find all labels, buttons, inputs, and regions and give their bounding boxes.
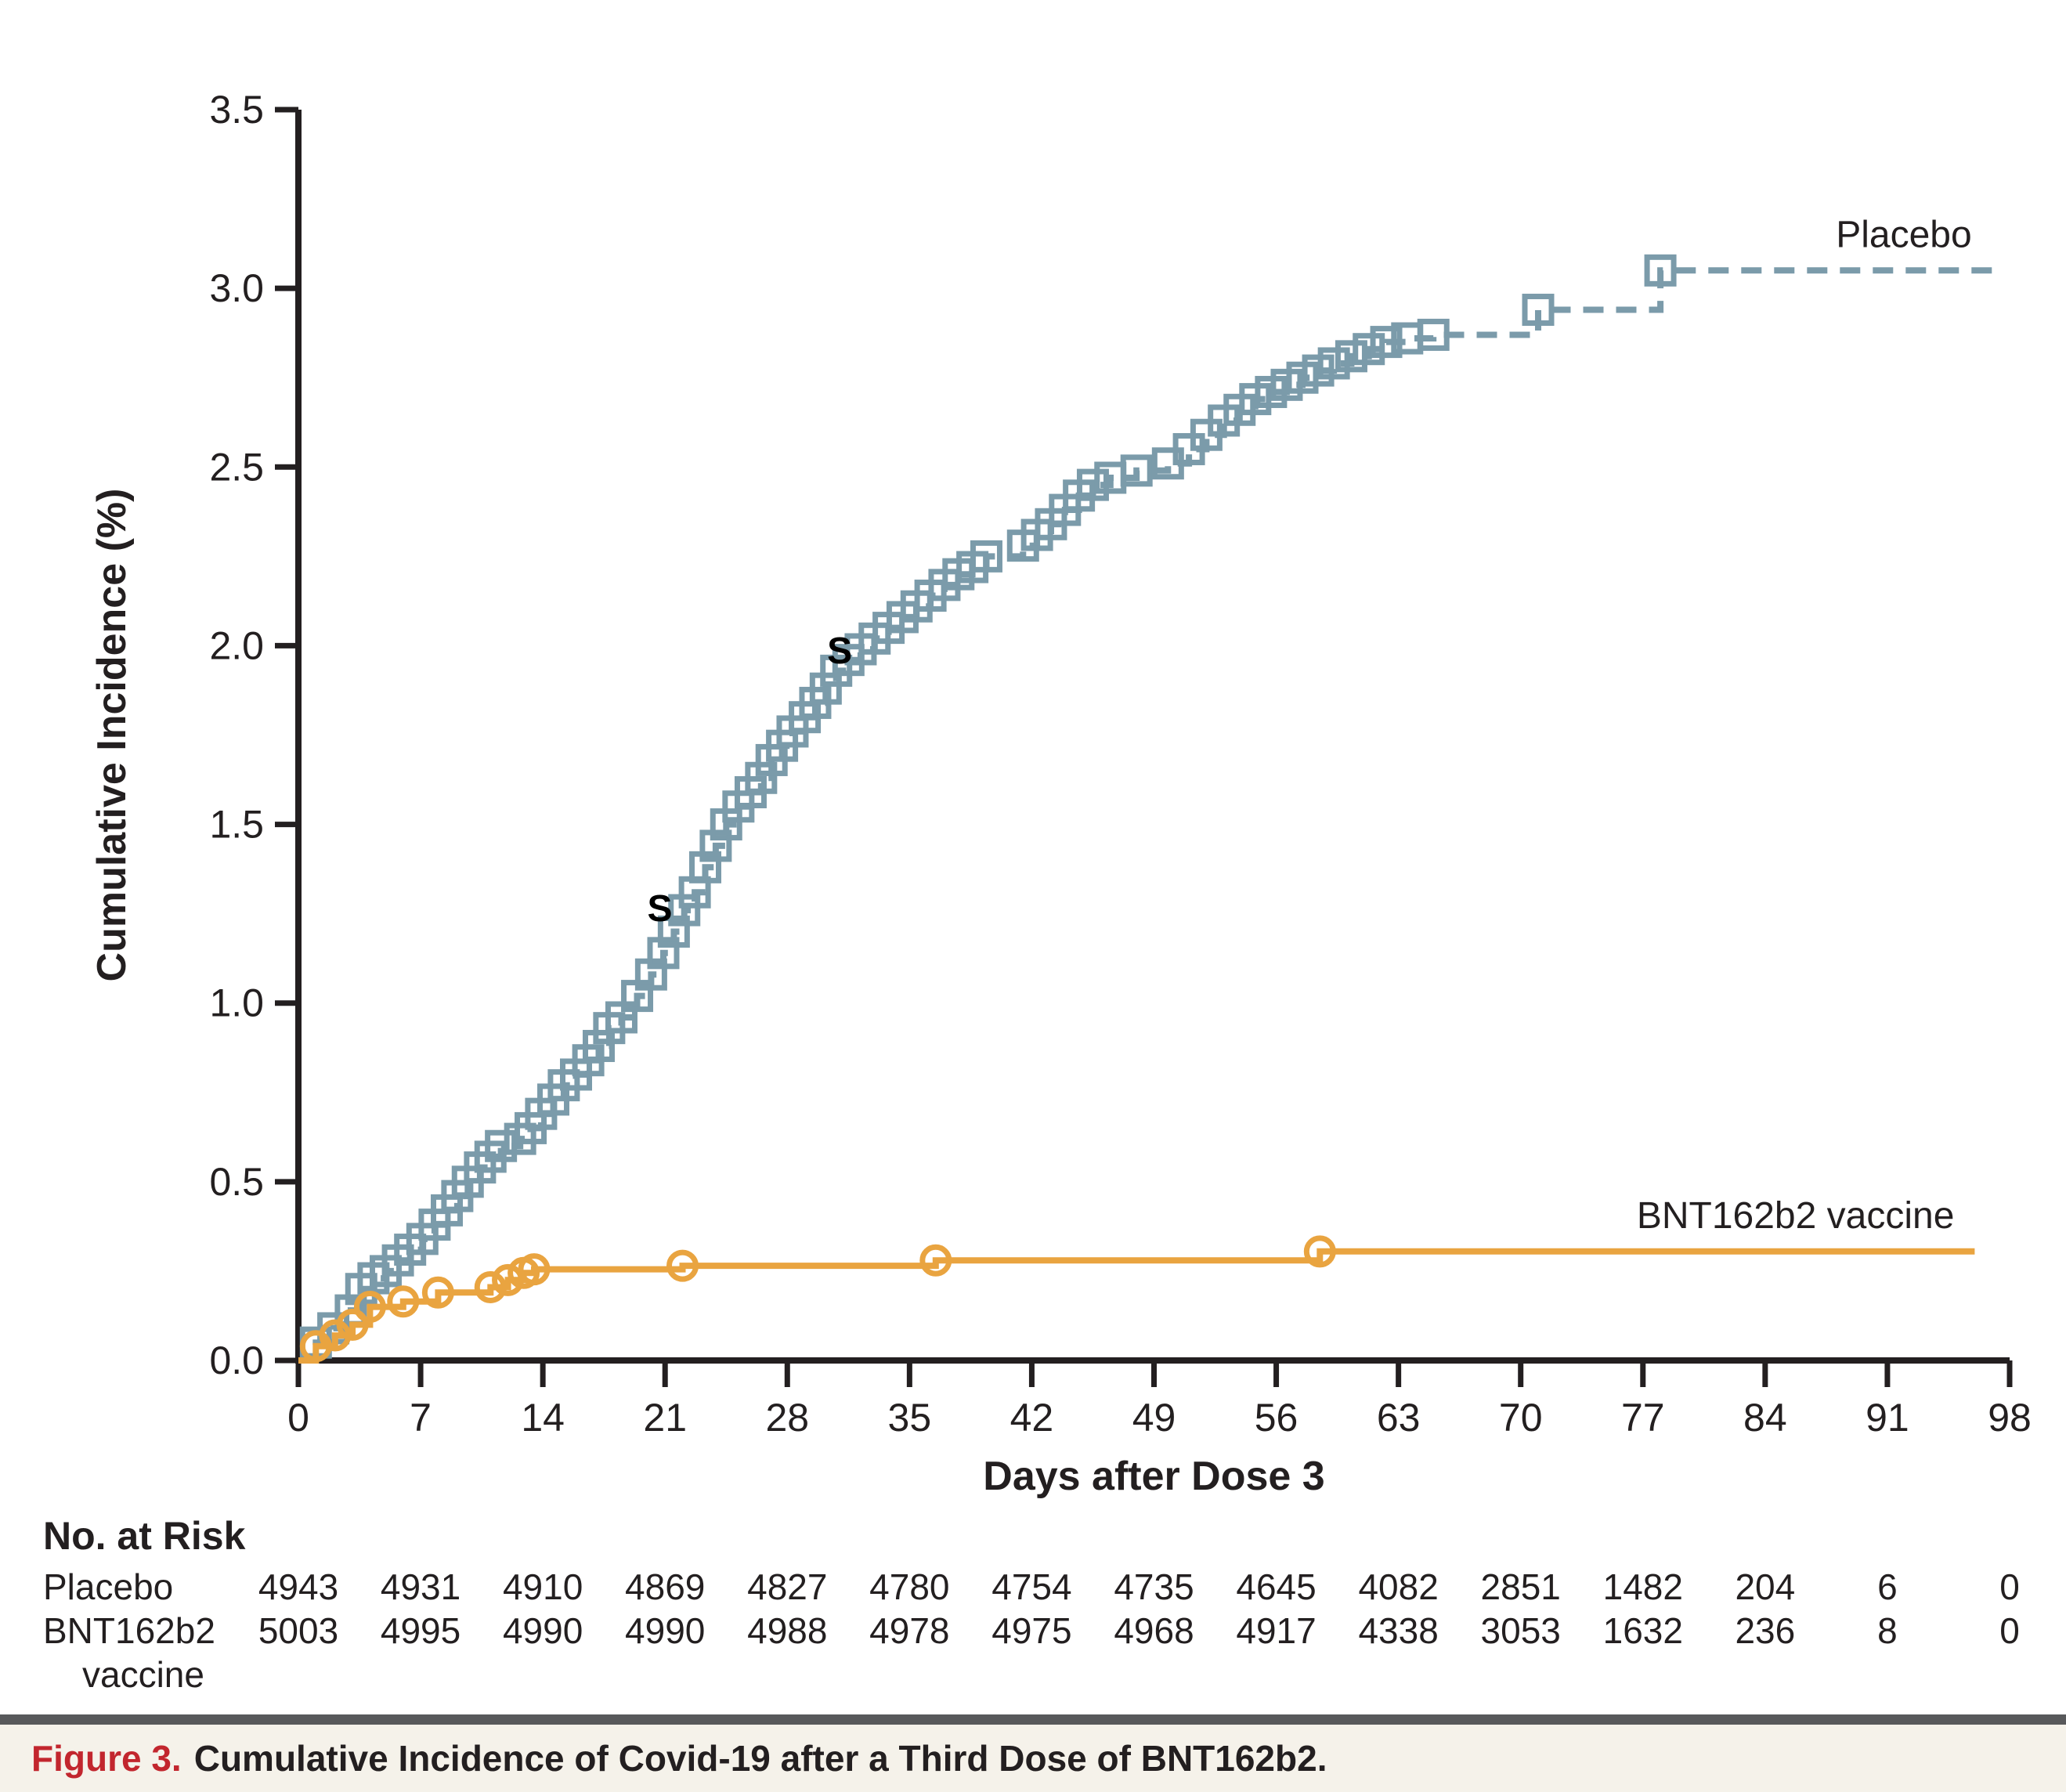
risk-value: 4869 (625, 1566, 705, 1607)
risk-row-label: Placebo (43, 1566, 173, 1607)
placebo-marker (668, 894, 701, 927)
x-tick-label: 77 (1621, 1396, 1665, 1440)
risk-value: 4988 (747, 1610, 827, 1651)
risk-value: 6 (1877, 1566, 1898, 1607)
placebo-series-label: Placebo (1836, 214, 1971, 255)
placebo-marker (657, 915, 690, 948)
risk-value: 1482 (1603, 1566, 1683, 1607)
y-axis-title: Cumulative Incidence (%) (89, 489, 135, 982)
placebo-marker (1644, 254, 1677, 287)
placebo-marker (1353, 333, 1385, 366)
placebo-marker (582, 1029, 615, 1062)
severe-case-annotation: S (827, 630, 852, 672)
figure-caption: Figure 3. Cumulative Incidence of Covid-1… (0, 1740, 1327, 1776)
vaccine-marker (387, 1285, 420, 1318)
risk-row-label: BNT162b2 (43, 1610, 215, 1651)
risk-value: 4978 (869, 1610, 949, 1651)
placebo-marker (1522, 294, 1555, 327)
risk-value: 236 (1735, 1610, 1795, 1651)
x-tick-label: 56 (1255, 1396, 1298, 1440)
risk-value: 1632 (1603, 1610, 1683, 1651)
y-tick-label: 3.0 (209, 266, 264, 310)
risk-value: 4975 (991, 1610, 1071, 1651)
risk-value: 0 (1999, 1566, 2020, 1607)
figure-caption-label: Figure 3. (31, 1738, 182, 1779)
placebo-marker (1417, 318, 1450, 351)
placebo-marker (485, 1129, 518, 1162)
vaccine-marker (474, 1270, 507, 1303)
x-tick-label: 42 (1010, 1396, 1054, 1440)
risk-value: 4931 (381, 1566, 461, 1607)
x-tick-label: 14 (521, 1396, 565, 1440)
placebo-marker (1120, 454, 1153, 487)
x-tick-label: 35 (888, 1396, 932, 1440)
y-tick-label: 0.0 (209, 1339, 264, 1382)
placebo-marker (1076, 468, 1109, 501)
risk-value: 204 (1735, 1566, 1795, 1607)
vaccine-marker (492, 1263, 525, 1296)
placebo-marker (1317, 347, 1350, 380)
vaccine-marker (421, 1276, 454, 1309)
y-tick-label: 1.5 (209, 803, 264, 847)
x-tick-label: 63 (1377, 1396, 1421, 1440)
placebo-marker (1370, 326, 1403, 359)
risk-value: 4917 (1236, 1610, 1316, 1651)
x-tick-label: 84 (1743, 1396, 1787, 1440)
vaccine-marker (666, 1249, 699, 1282)
risk-value: 2851 (1481, 1566, 1561, 1607)
risk-value: 0 (1999, 1610, 2020, 1651)
placebo-marker (688, 851, 721, 883)
placebo-marker (809, 672, 842, 705)
risk-value: 4943 (258, 1566, 338, 1607)
x-tick-label: 7 (410, 1396, 432, 1440)
risk-value: 4338 (1358, 1610, 1438, 1651)
risk-table-title: No. at Risk (43, 1514, 246, 1558)
risk-row-label2: vaccine (82, 1654, 204, 1695)
y-tick-label: 2.5 (209, 445, 264, 489)
risk-value: 4780 (869, 1566, 949, 1607)
risk-value: 5003 (258, 1610, 338, 1651)
risk-value: 4995 (381, 1610, 461, 1651)
x-tick-label: 98 (1988, 1396, 2032, 1440)
risk-value: 4735 (1114, 1566, 1194, 1607)
vaccine-marker (336, 1308, 369, 1341)
y-tick-label: 2.0 (209, 623, 264, 667)
risk-value: 4968 (1114, 1610, 1194, 1651)
caption-band: Figure 3. Cumulative Incidence of Covid-1… (0, 1725, 2066, 1792)
severe-case-annotation: S (648, 888, 673, 930)
caption-divider-rule (0, 1714, 2066, 1725)
vaccine-marker (518, 1253, 551, 1286)
x-tick-label: 0 (287, 1396, 309, 1440)
vaccine-marker (919, 1244, 952, 1277)
risk-value: 4910 (503, 1566, 583, 1607)
risk-value: 4990 (625, 1610, 705, 1651)
y-tick-label: 1.0 (209, 981, 264, 1025)
risk-value: 4827 (747, 1566, 827, 1607)
x-tick-label: 91 (1866, 1396, 1909, 1440)
placebo-marker (1335, 340, 1367, 373)
x-tick-label: 49 (1132, 1396, 1176, 1440)
x-tick-label: 21 (643, 1396, 687, 1440)
risk-value: 4645 (1236, 1566, 1316, 1607)
x-tick-label: 70 (1499, 1396, 1543, 1440)
risk-value: 4082 (1358, 1566, 1438, 1607)
risk-value: 8 (1877, 1610, 1898, 1651)
risk-value: 3053 (1481, 1610, 1561, 1651)
vaccine-series-label: BNT162b2 vaccine (1637, 1195, 1955, 1237)
vaccine-marker (1303, 1235, 1336, 1268)
placebo-marker (745, 761, 778, 794)
placebo-marker (970, 540, 1002, 573)
x-tick-label: 28 (765, 1396, 809, 1440)
figure-caption-text: Cumulative Incidence of Covid-19 after a… (193, 1738, 1327, 1779)
risk-value: 4754 (991, 1566, 1071, 1607)
placebo-marker (647, 937, 680, 970)
risk-value: 4990 (503, 1610, 583, 1651)
vaccine-marker (353, 1291, 386, 1324)
x-axis-title: Days after Dose 3 (983, 1454, 1324, 1499)
y-tick-label: 3.5 (209, 88, 264, 132)
y-tick-label: 0.5 (209, 1160, 264, 1204)
cumulative-incidence-chart: 0.0 0.5 1.0 1.5 2.0 2.5 3.0 3.5 0 7 14 21 28 35 42 49 56… (43, 88, 2032, 1695)
placebo-marker (699, 829, 732, 862)
